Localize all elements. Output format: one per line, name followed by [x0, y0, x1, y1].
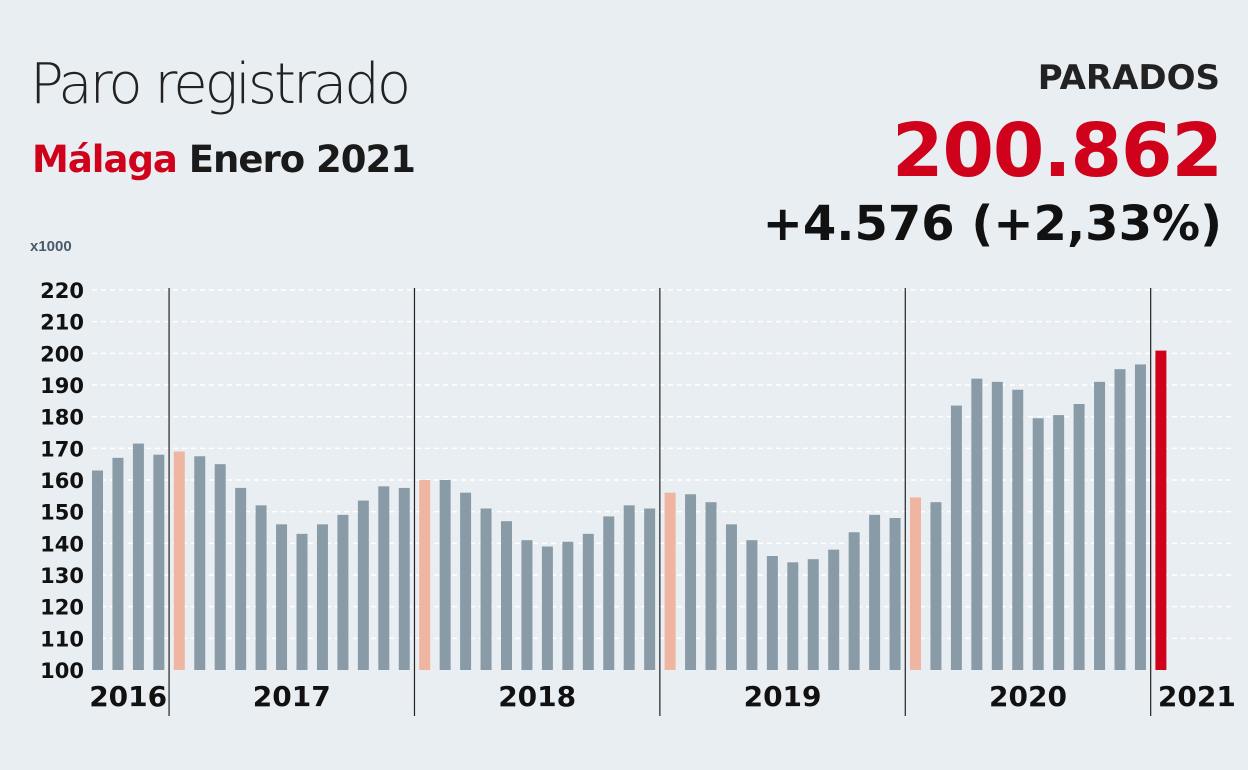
- y-tick-label: 210: [40, 311, 84, 335]
- bar-chart: 100 110 120 130 140 150 160 170 180 190 200 210 220 2…: [40, 279, 1236, 716]
- bar: [398, 487, 410, 670]
- bar: [92, 470, 103, 670]
- bar: [1155, 350, 1167, 670]
- bar: [316, 524, 328, 670]
- bar: [1134, 364, 1146, 670]
- bar: [910, 497, 921, 670]
- bar: [235, 487, 247, 670]
- bar: [460, 492, 472, 670]
- x-year-label: 2016: [89, 680, 167, 713]
- stat-change: +4.576 (+2,33%): [762, 196, 1222, 252]
- bar: [828, 549, 840, 670]
- bar: [991, 381, 1003, 670]
- y-tick-label: 120: [40, 596, 84, 620]
- bar: [746, 540, 758, 670]
- bar: [521, 540, 533, 670]
- bar: [1032, 418, 1044, 670]
- subtitle-period: Enero 2021: [188, 138, 416, 181]
- bar: [1094, 381, 1106, 670]
- y-tick-label: 190: [40, 374, 84, 398]
- bar: [705, 502, 717, 670]
- bar: [1114, 369, 1126, 670]
- y-tick-label: 170: [40, 437, 84, 461]
- bar: [153, 454, 165, 670]
- bar: [1053, 415, 1065, 670]
- bar: [950, 405, 962, 670]
- bar: [766, 556, 778, 670]
- bar: [378, 486, 390, 670]
- bar: [173, 451, 185, 670]
- y-tick-label: 220: [40, 279, 84, 303]
- bar: [582, 533, 594, 670]
- stat-value: 200.862: [891, 108, 1223, 194]
- x-year-label: 2018: [498, 680, 576, 713]
- y-tick-label: 150: [40, 501, 84, 525]
- bar: [439, 480, 451, 670]
- bar: [1012, 389, 1024, 670]
- bar: [807, 559, 819, 670]
- y-tick-label: 200: [40, 342, 84, 366]
- x-year-label: 2021: [1158, 680, 1236, 713]
- x-year-label: 2019: [744, 680, 822, 713]
- bar: [787, 562, 799, 670]
- y-tick-label: 180: [40, 406, 84, 430]
- y-tick-label: 110: [40, 627, 84, 651]
- stat-label: PARADOS: [1037, 58, 1220, 98]
- y-tick-label: 140: [40, 532, 84, 556]
- bar: [419, 480, 431, 670]
- bar: [889, 518, 901, 670]
- bar: [541, 546, 553, 670]
- bar: [357, 500, 369, 670]
- bar: [685, 494, 697, 670]
- bar: [214, 464, 226, 670]
- bar: [562, 541, 574, 670]
- y-axis-unit: x1000: [30, 238, 72, 255]
- bar: [644, 508, 656, 670]
- bar: [930, 502, 942, 670]
- bar: [255, 505, 267, 670]
- x-year-label: 2020: [989, 680, 1067, 713]
- chart-subtitle: Málaga Enero 2021: [32, 138, 416, 181]
- bar: [971, 378, 983, 670]
- bar: [112, 457, 124, 670]
- bar: [337, 514, 349, 670]
- bar: [725, 524, 737, 670]
- bar: [1073, 404, 1085, 670]
- subtitle-place: Málaga: [32, 138, 178, 181]
- y-tick-label: 160: [40, 469, 84, 493]
- bar: [296, 533, 308, 670]
- bar: [664, 492, 676, 670]
- bar: [848, 532, 860, 670]
- bar: [276, 524, 288, 670]
- bar: [480, 508, 492, 670]
- bar: [501, 521, 512, 670]
- chart-title: Paro registrado: [30, 52, 411, 117]
- y-tick-label: 130: [40, 564, 84, 588]
- y-tick-label: 100: [40, 659, 84, 683]
- x-year-label: 2017: [253, 680, 331, 713]
- bar: [194, 456, 206, 670]
- bar: [603, 516, 615, 670]
- bar: [623, 505, 635, 670]
- bar: [132, 443, 144, 670]
- bar: [869, 514, 881, 670]
